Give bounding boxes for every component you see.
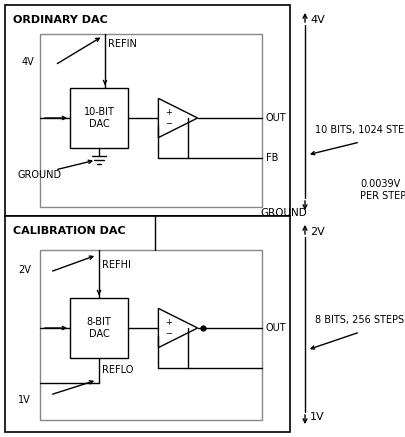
Bar — [40, 250, 261, 420]
Text: 8 BITS, 256 STEPS: 8 BITS, 256 STEPS — [314, 315, 403, 325]
Text: 2V: 2V — [18, 265, 31, 275]
Text: 1V: 1V — [309, 412, 324, 422]
Text: GROUND: GROUND — [18, 170, 62, 180]
Text: FB: FB — [265, 153, 278, 163]
Text: REFHI: REFHI — [102, 260, 130, 270]
Bar — [70, 88, 128, 148]
Bar — [5, 216, 289, 432]
Text: 4V: 4V — [309, 15, 324, 25]
Bar — [40, 34, 261, 207]
Text: 0.0039V
PER STEP: 0.0039V PER STEP — [359, 179, 405, 201]
Text: 1V: 1V — [18, 395, 31, 405]
Text: REFLO: REFLO — [102, 365, 133, 375]
Bar — [70, 298, 128, 358]
Text: OUT: OUT — [265, 323, 286, 333]
Text: −: − — [164, 329, 171, 338]
Text: 10 BITS, 1024 STEPS: 10 BITS, 1024 STEPS — [314, 125, 405, 135]
Bar — [5, 5, 289, 216]
Text: GROUND: GROUND — [259, 208, 306, 218]
Text: OUT: OUT — [265, 113, 286, 123]
Text: +: + — [164, 318, 171, 326]
Text: −: − — [164, 119, 171, 128]
Text: 4V: 4V — [22, 57, 35, 67]
Text: ORDINARY DAC: ORDINARY DAC — [13, 15, 107, 25]
Text: CALIBRATION DAC: CALIBRATION DAC — [13, 226, 125, 236]
Text: 8-BIT
DAC: 8-BIT DAC — [86, 317, 111, 339]
Text: 10-BIT
DAC: 10-BIT DAC — [83, 107, 114, 129]
Text: REFIN: REFIN — [108, 39, 136, 49]
Text: +: + — [164, 108, 171, 117]
Text: 2V: 2V — [309, 227, 324, 237]
